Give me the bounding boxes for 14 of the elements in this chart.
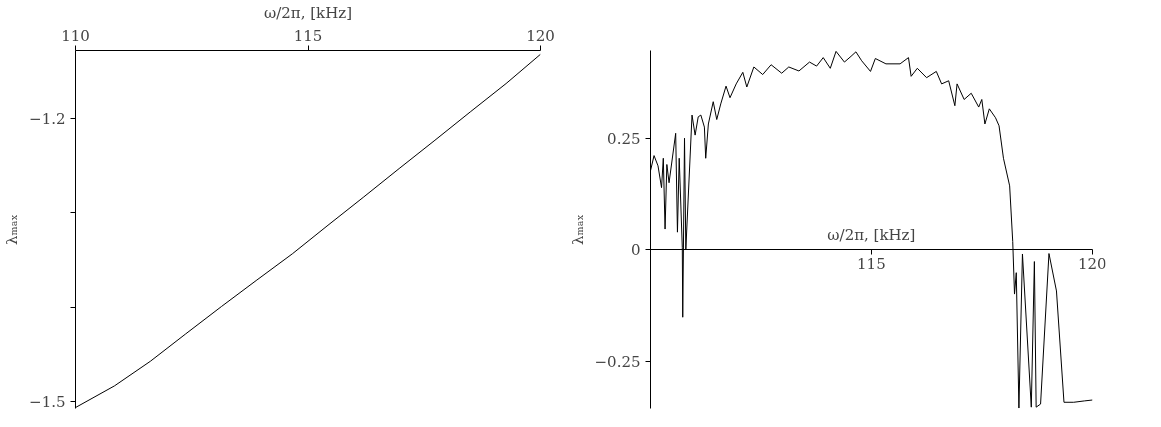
x-tick-label: 115 (293, 26, 323, 45)
y-tick-label: −0.25 (594, 352, 641, 371)
x-tick-label: 120 (1077, 254, 1107, 273)
x-tick-label: 110 (61, 26, 90, 45)
y-tick-label: 0 (630, 241, 641, 260)
x-axis-title: ω/2π, [kHz] (264, 3, 353, 22)
y-axis-title: λₘₐₓ (3, 214, 22, 245)
x-tick-label: 120 (526, 26, 555, 45)
x-axis-title: ω/2π, [kHz] (827, 225, 916, 244)
y-tick-label: 0.25 (607, 130, 641, 149)
y-tick-label: −1.2 (29, 110, 66, 129)
x-tick-label: 115 (857, 254, 886, 273)
y-tick-label: −1.5 (29, 393, 66, 412)
y-axis-title: λₘₐₓ (568, 214, 587, 245)
